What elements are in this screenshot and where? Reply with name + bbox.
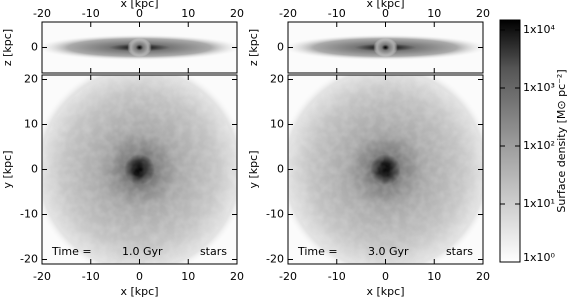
time-label: Time =: [51, 245, 92, 258]
time-label: Time =: [297, 245, 338, 258]
density-map: [42, 22, 237, 73]
component-label: stars: [200, 245, 227, 258]
y-tick-label: 0: [277, 41, 284, 54]
density-map: [288, 75, 483, 264]
x-tick-label: 10: [181, 7, 195, 20]
y-axis-label: z [kpc]: [1, 29, 14, 66]
disk-texture: [288, 75, 483, 264]
x-tick-label: 0: [382, 7, 389, 20]
colorbar-label: Surface density [M⊙ pc⁻²]: [555, 69, 568, 212]
x-tick-label: 0: [136, 7, 143, 20]
colorbar-tick-label: 1x10²: [523, 139, 555, 152]
x-tick-label: -20: [33, 270, 51, 283]
colorbar-tick-label: 1x10³: [523, 81, 555, 94]
y-tick-label: 0: [31, 163, 38, 176]
y-tick-label: -10: [20, 208, 38, 221]
x-tick-label: 10: [181, 270, 195, 283]
y-tick-label: -20: [266, 253, 284, 266]
y-tick-label: 20: [270, 73, 284, 86]
component-label: stars: [446, 245, 473, 258]
y-tick-label: -20: [20, 253, 38, 266]
y-tick-label: 0: [31, 41, 38, 54]
x-tick-label: 20: [476, 270, 490, 283]
y-tick-label: 20: [24, 73, 38, 86]
y-axis-label: z [kpc]: [247, 29, 260, 66]
x-tick-label: -20: [279, 270, 297, 283]
y-tick-label: 10: [270, 118, 284, 131]
x-tick-label: -10: [328, 270, 346, 283]
colorbar-tick-label: 1x10⁴: [523, 23, 556, 36]
disk-texture: [42, 75, 237, 264]
x-tick-label: 20: [230, 7, 244, 20]
x-tick-label: -20: [279, 7, 297, 20]
colorbar: [499, 19, 521, 263]
colorbar-tick-label: 1x10⁰: [523, 251, 556, 264]
density-map: [42, 75, 237, 264]
y-axis-label: y [kpc]: [247, 151, 260, 189]
bulge: [373, 37, 398, 58]
x-tick-label: -10: [82, 7, 100, 20]
x-tick-label: -10: [328, 7, 346, 20]
x-tick-label: -10: [82, 270, 100, 283]
x-tick-label: 20: [230, 270, 244, 283]
x-tick-label: 0: [136, 270, 143, 283]
x-tick-label: 10: [427, 270, 441, 283]
time-value: 1.0 Gyr: [122, 245, 163, 258]
x-tick-label: 10: [427, 7, 441, 20]
y-axis-label: y [kpc]: [1, 151, 14, 189]
x-axis-label: x [kpc]: [121, 285, 159, 298]
x-tick-label: -20: [33, 7, 51, 20]
density-map: [288, 22, 483, 73]
bulge: [127, 37, 152, 58]
x-tick-label: 0: [382, 270, 389, 283]
x-tick-label: 20: [476, 7, 490, 20]
x-axis-label: x [kpc]: [367, 0, 405, 10]
y-tick-label: 0: [277, 163, 284, 176]
x-axis-label: x [kpc]: [121, 0, 159, 10]
time-value: 3.0 Gyr: [368, 245, 409, 258]
y-tick-label: 10: [24, 118, 38, 131]
x-axis-label: x [kpc]: [367, 285, 405, 298]
y-tick-label: -10: [266, 208, 284, 221]
colorbar-tick-label: 1x10¹: [523, 197, 555, 210]
